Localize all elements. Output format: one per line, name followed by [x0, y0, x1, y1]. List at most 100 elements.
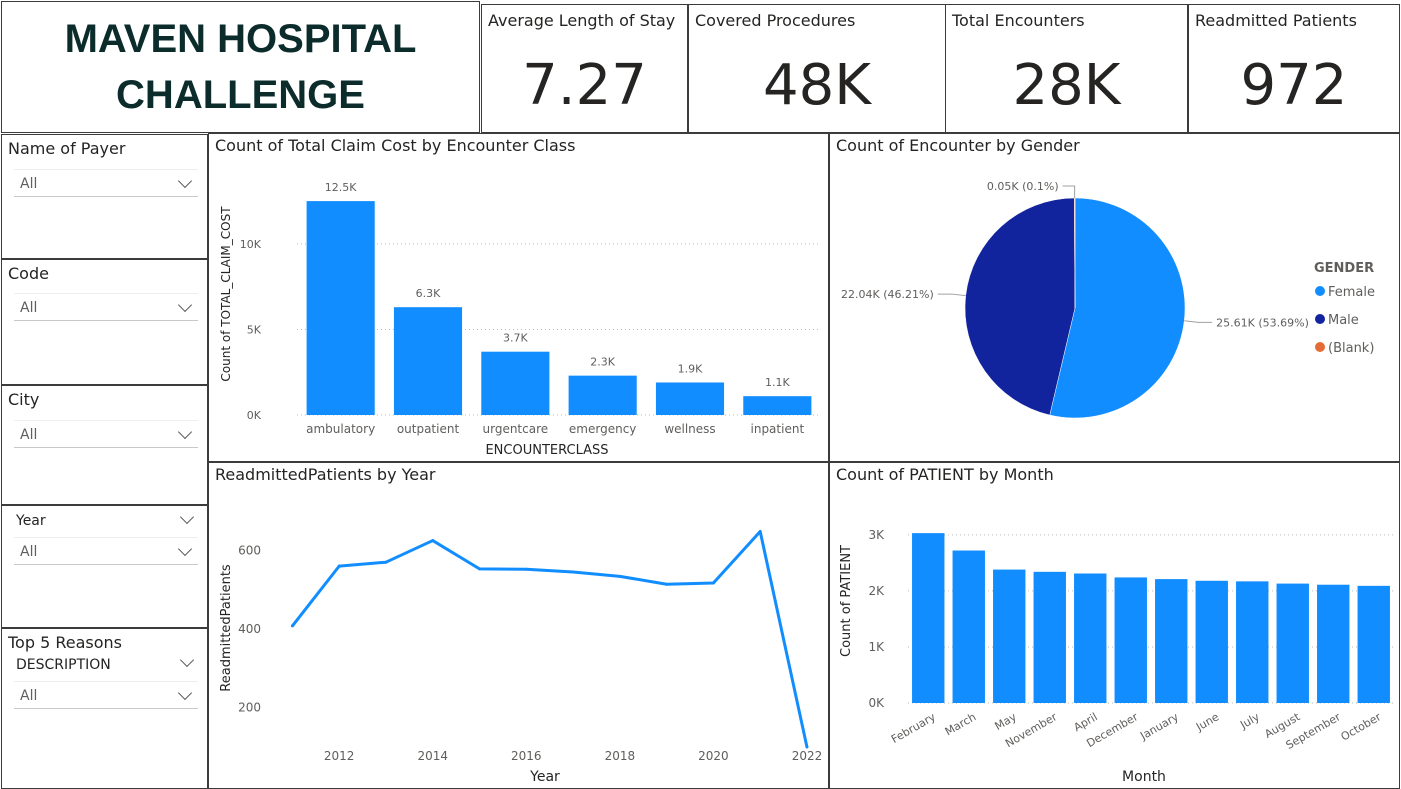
- chevron-down-icon: [177, 685, 193, 701]
- y-tick-label: 3K: [868, 528, 885, 542]
- legend-label: Female: [1328, 285, 1375, 300]
- report-title: MAVEN HOSPITAL CHALLENGE: [1, 1, 480, 133]
- kpi-card-total-encounters[interactable]: Total Encounters 28K: [945, 4, 1188, 133]
- bar: [1074, 573, 1107, 703]
- kpi-label: Covered Procedures: [695, 11, 856, 30]
- slicer-field-year: Year: [16, 513, 46, 529]
- x-tick-label: 2022: [792, 749, 823, 763]
- data-label: 1.1K: [765, 376, 790, 389]
- x-tick-label: 2012: [324, 749, 355, 763]
- y-tick-label: 200: [238, 701, 261, 715]
- series-line: [291, 530, 809, 748]
- bar: [1155, 579, 1188, 703]
- x-axis-title: ENCOUNTERCLASS: [485, 443, 608, 458]
- x-tick-label: March: [943, 710, 979, 738]
- dropdown-value: All: [20, 688, 38, 704]
- y-axis-title: Count of TOTAL_CLAIM_COST: [219, 206, 233, 382]
- visual-gender[interactable]: Count of Encounter by Gender 25.61K (53.…: [829, 133, 1400, 462]
- x-tick-label: 2020: [698, 749, 729, 763]
- y-tick-label: 0K: [868, 696, 885, 710]
- visual-title: ReadmittedPatients by Year: [215, 465, 436, 484]
- kpi-label: Average Length of Stay: [488, 11, 676, 30]
- slicer-title: City: [8, 390, 40, 409]
- x-tick-label: wellness: [664, 422, 715, 436]
- chevron-down-icon: [177, 541, 193, 557]
- data-point: [758, 530, 762, 534]
- x-tick-label: emergency: [569, 422, 636, 436]
- chevron-down-icon: [177, 424, 193, 440]
- chevron-down-icon[interactable]: [179, 652, 195, 668]
- leader-line: [1062, 185, 1076, 199]
- data-point: [805, 745, 809, 749]
- y-tick-label: 400: [238, 622, 261, 636]
- x-tick-label: June: [1193, 710, 1221, 734]
- slice-label: 0.05K (0.1%): [987, 180, 1059, 193]
- bar: [568, 375, 637, 415]
- x-tick-label: 2016: [511, 749, 542, 763]
- chevron-down-icon[interactable]: [179, 509, 195, 525]
- x-tick-label: 2014: [417, 749, 448, 763]
- y-tick-label: 5K: [247, 323, 262, 336]
- kpi-value: 972: [1240, 53, 1348, 118]
- data-point: [665, 582, 669, 586]
- x-tick-label: inpatient: [751, 422, 805, 436]
- data-label: 6.3K: [416, 287, 441, 300]
- x-tick-label: January: [1137, 710, 1181, 743]
- data-point: [711, 581, 715, 585]
- data-label: 3.7K: [503, 332, 528, 345]
- x-axis-title: Month: [1122, 769, 1166, 785]
- slice-label: 25.61K (53.69%): [1216, 316, 1309, 329]
- slicer-title: Top 5 Reasons: [8, 633, 122, 652]
- visual-claim-cost[interactable]: Count of Total Claim Cost by Encounter C…: [208, 133, 829, 462]
- visual-title: Count of PATIENT by Month: [836, 465, 1054, 484]
- data-point: [384, 560, 388, 564]
- slicer-city: City All: [1, 385, 208, 505]
- data-label: 12.5K: [325, 181, 357, 194]
- kpi-card-covered-procedures[interactable]: Covered Procedures 48K: [688, 4, 946, 133]
- bar: [393, 307, 463, 415]
- year-dropdown[interactable]: All: [14, 537, 198, 565]
- payer-dropdown[interactable]: All: [14, 169, 198, 197]
- x-tick-label: April: [1071, 710, 1099, 734]
- code-dropdown[interactable]: All: [14, 293, 198, 321]
- visual-readmitted[interactable]: ReadmittedPatients by Year 200 400 600 2012…: [208, 462, 829, 789]
- bar: [912, 533, 945, 703]
- kpi-value: 48K: [763, 53, 871, 118]
- x-tick-label: 2018: [605, 749, 636, 763]
- data-point: [618, 574, 622, 578]
- bar: [481, 351, 550, 415]
- bar: [993, 569, 1026, 703]
- legend-marker: [1315, 342, 1325, 352]
- slicer-title: Name of Payer: [8, 139, 126, 158]
- y-tick-label: 1K: [868, 640, 885, 654]
- chevron-down-icon: [177, 297, 193, 313]
- data-point: [290, 624, 294, 628]
- reasons-dropdown[interactable]: All: [14, 681, 198, 709]
- x-tick-label: ambulatory: [306, 422, 375, 436]
- report-title-line2: CHALLENGE: [116, 73, 365, 117]
- bar: [1195, 580, 1228, 703]
- legend-label: Male: [1328, 313, 1359, 328]
- legend-marker: [1315, 314, 1325, 324]
- x-tick-label: October: [1339, 710, 1384, 744]
- bar: [655, 382, 725, 415]
- bar: [1276, 583, 1309, 703]
- y-tick-label: 600: [238, 543, 261, 557]
- slicer-top-5-reasons: Top 5 Reasons DESCRIPTION All: [1, 628, 208, 789]
- city-dropdown[interactable]: All: [14, 420, 198, 448]
- kpi-value: 28K: [1012, 53, 1121, 118]
- slicer-name-of-payer: Name of Payer All: [1, 134, 208, 259]
- dropdown-value: All: [20, 176, 38, 192]
- leader-line: [1184, 320, 1213, 323]
- y-tick-label: 2K: [868, 584, 885, 598]
- readmit-line-chart: 200 400 600 2012 2014 2016 2018 2020 2022 Year Rea…: [219, 530, 823, 785]
- visual-patients-by-month[interactable]: Count of PATIENT by Month 0K 1K 2K 3K Februa…: [829, 462, 1400, 789]
- dropdown-value: All: [20, 544, 38, 560]
- bar: [1317, 584, 1350, 703]
- data-point: [571, 570, 575, 574]
- kpi-card-avg-length-of-stay[interactable]: Average Length of Stay 7.27: [481, 4, 688, 133]
- kpi-card-readmitted-patients[interactable]: Readmitted Patients 972: [1188, 4, 1400, 133]
- slicer-year: Year All: [1, 505, 208, 628]
- bar: [1114, 577, 1147, 703]
